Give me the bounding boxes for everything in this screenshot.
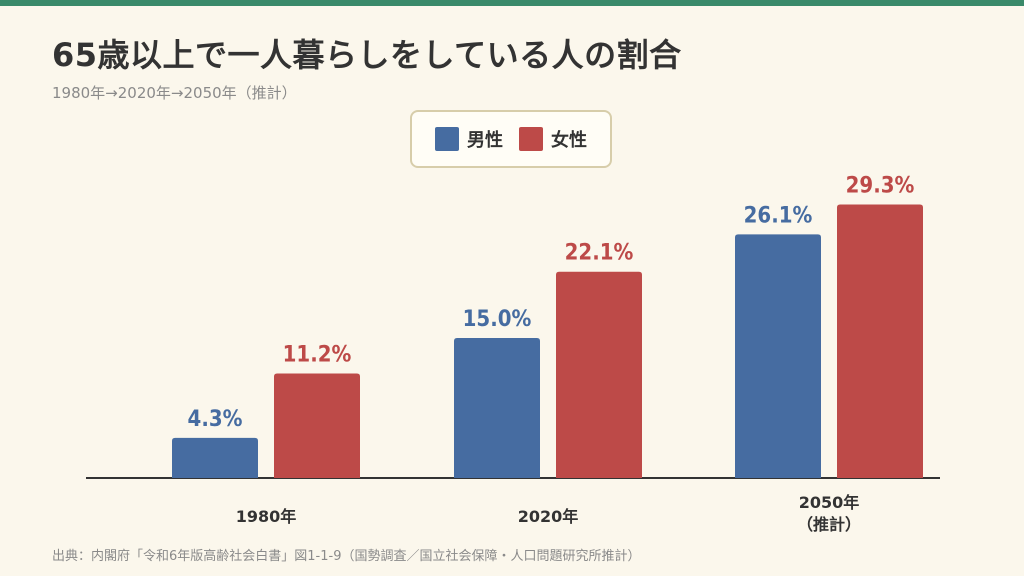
legend-item-female: 女性 [519,126,587,152]
chart-title: 65歳以上で一人暮らしをしている人の割合 [52,36,682,74]
legend-label-female: 女性 [551,130,587,151]
category-label-2-1: （推計） [797,515,861,534]
category-label-1-0: 2020年 [518,507,579,526]
legend-label-male: 男性 [467,130,503,151]
data-label-male-0: 4.3% [188,407,243,432]
bar-male-2 [735,234,821,478]
data-label-male-1: 15.0% [463,307,532,332]
category-label-2-0: 2050年 [799,493,860,512]
source-note: 出典：内閣府「令和6年版高齢社会白書」図1-1-9（国勢調査／国立社会保障・人口… [52,549,641,564]
bar-female-0 [274,373,360,478]
category-label-0-0: 1980年 [236,507,297,526]
chart-subtitle: 1980年→2020年→2050年（推計） [52,84,297,102]
legend-item-male: 男性 [435,126,503,152]
bar-female-2 [837,204,923,479]
data-label-male-2: 26.1% [744,203,813,228]
data-label-female-1: 22.1% [565,241,634,266]
bar-male-1 [454,338,540,478]
bar-female-1 [556,271,642,478]
legend-swatch-male [435,127,459,151]
data-label-female-0: 11.2% [283,342,352,367]
data-label-female-2: 29.3% [846,174,915,199]
legend: 男性 女性 [410,110,612,168]
top-accent-bar [0,0,1024,6]
bar-male-0 [172,437,258,478]
legend-swatch-female [519,127,543,151]
